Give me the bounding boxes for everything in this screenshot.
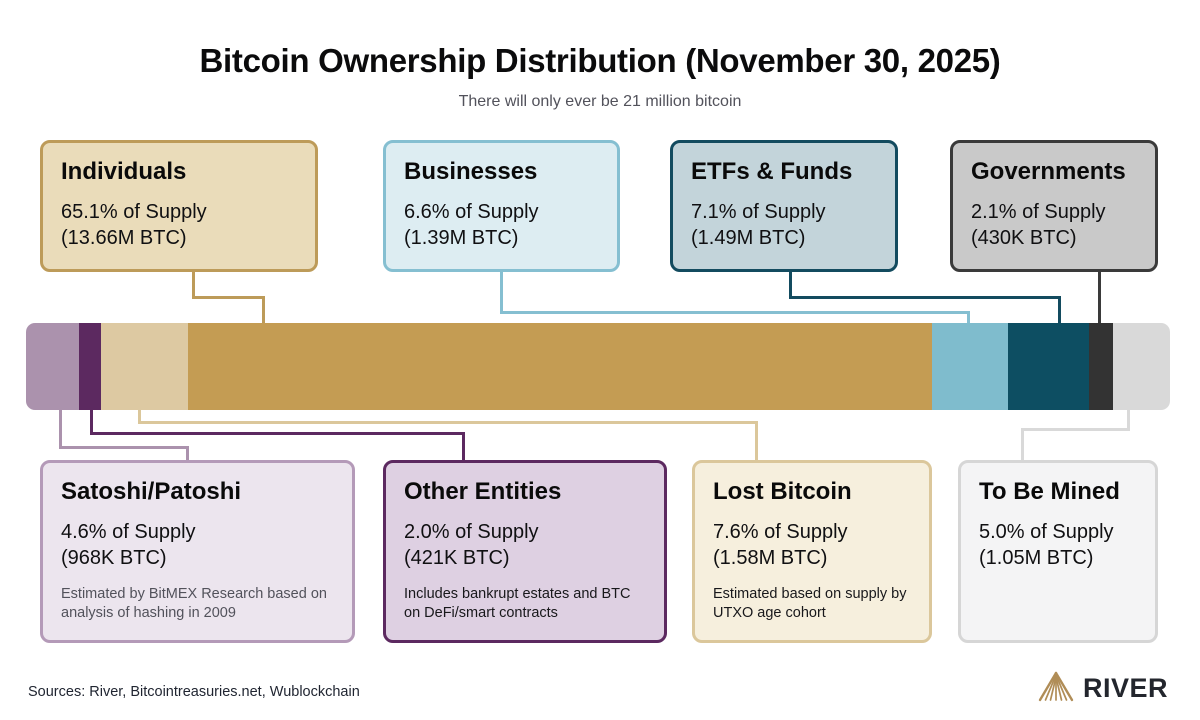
card-businesses-title: Businesses [404,158,538,185]
connector-other-entities [90,432,465,435]
connector-businesses [500,311,970,314]
connector-individuals [192,296,265,299]
card-lost-bitcoin-supply: 7.6% of Supply [713,521,848,543]
card-other-entities-title: Other Entities [404,478,562,505]
connector-etfs-funds [789,296,1061,299]
card-individuals-btc: (13.66M BTC) [61,227,187,250]
card-lost-bitcoin-note: Estimated based on supply by UTXO age co… [713,585,907,621]
card-individuals: Individuals 65.1% of Supply (13.66M BTC) [40,140,318,272]
connector-lost-bitcoin [138,421,758,424]
card-to-be-mined: To Be Mined 5.0% of Supply (1.05M BTC) [958,460,1158,643]
card-to-be-mined-title: To Be Mined [979,478,1120,505]
card-lost-bitcoin-title: Lost Bitcoin [713,478,852,505]
page-subtitle: There will only ever be 21 million bitco… [458,93,742,110]
card-businesses-btc: (1.39M BTC) [404,227,519,250]
connector-businesses [967,311,970,323]
connector-etfs-funds [1058,296,1061,323]
card-etfs-funds-btc: (1.49M BTC) [691,227,806,250]
card-individuals-title: Individuals [61,158,187,185]
card-other-entities-btc: (421K BTC) [404,547,510,570]
card-governments-btc: (430K BTC) [971,227,1077,250]
card-satoshi-patoshi-note: Estimated by BitMEX Research based on an… [61,585,327,621]
card-to-be-mined-btc: (1.05M BTC) [979,547,1094,570]
card-other-entities-supply: 2.0% of Supply [404,521,539,543]
card-lost-bitcoin: Lost Bitcoin 7.6% of Supply (1.58M BTC) … [692,460,932,643]
card-governments: Governments 2.1% of Supply (430K BTC) [950,140,1158,272]
bar-segment-satoshi-patoshi [26,323,79,410]
sources-text: Sources: River, Bitcointreasuries.net, W… [28,684,360,700]
bar-segment-to-be-mined [1112,323,1170,410]
connector-lost-bitcoin [138,410,141,424]
bar-segment-individuals [188,323,933,410]
card-satoshi-patoshi: Satoshi/Patoshi 4.6% of Supply (968K BTC… [40,460,355,643]
connector-governments [1098,272,1101,323]
connector-etfs-funds [789,272,792,299]
connector-satoshi [59,446,189,449]
connector-businesses [500,272,503,314]
connector-lost-bitcoin [755,421,758,460]
distribution-bar [26,323,1170,410]
bar-segment-governments [1088,323,1113,410]
card-other-entities: Other Entities 2.0% of Supply (421K BTC)… [383,460,667,643]
connector-individuals [192,272,195,299]
card-etfs-funds-supply: 7.1% of Supply [691,201,826,223]
connector-to-be-mined [1021,428,1130,431]
river-brand-text: RIVER [1082,673,1168,703]
bar-segment-etfs-funds [1007,323,1089,410]
connector-satoshi [59,410,62,449]
card-etfs-funds-title: ETFs & Funds [691,158,853,185]
card-to-be-mined-supply: 5.0% of Supply [979,521,1114,543]
bar-segment-other-entities [78,323,102,410]
connector-to-be-mined [1127,410,1130,431]
card-individuals-supply: 65.1% of Supply [61,201,207,223]
card-other-entities-note: Includes bankrupt estates and BTC on DeF… [404,585,631,621]
connector-satoshi [186,446,189,460]
card-businesses: Businesses 6.6% of Supply (1.39M BTC) [383,140,620,272]
connector-other-entities [90,410,93,435]
card-governments-title: Governments [971,158,1126,185]
page-title: Bitcoin Ownership Distribution (November… [199,42,1001,79]
river-logo-icon [1037,670,1075,707]
card-governments-supply: 2.1% of Supply [971,201,1106,223]
card-satoshi-patoshi-title: Satoshi/Patoshi [61,478,242,505]
bar-segment-lost-bitcoin [101,323,189,410]
connector-other-entities [462,432,465,460]
card-etfs-funds: ETFs & Funds 7.1% of Supply (1.49M BTC) [670,140,898,272]
card-lost-bitcoin-btc: (1.58M BTC) [713,547,828,570]
card-satoshi-patoshi-supply: 4.6% of Supply [61,521,196,543]
river-brand: RIVER [1037,670,1168,707]
card-satoshi-patoshi-btc: (968K BTC) [61,547,167,570]
connector-individuals [262,296,265,323]
bar-segment-businesses [932,323,1008,410]
card-businesses-supply: 6.6% of Supply [404,201,539,223]
connector-to-be-mined [1021,428,1024,460]
